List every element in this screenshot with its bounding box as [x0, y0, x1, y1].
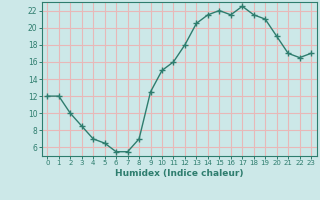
- X-axis label: Humidex (Indice chaleur): Humidex (Indice chaleur): [115, 169, 244, 178]
